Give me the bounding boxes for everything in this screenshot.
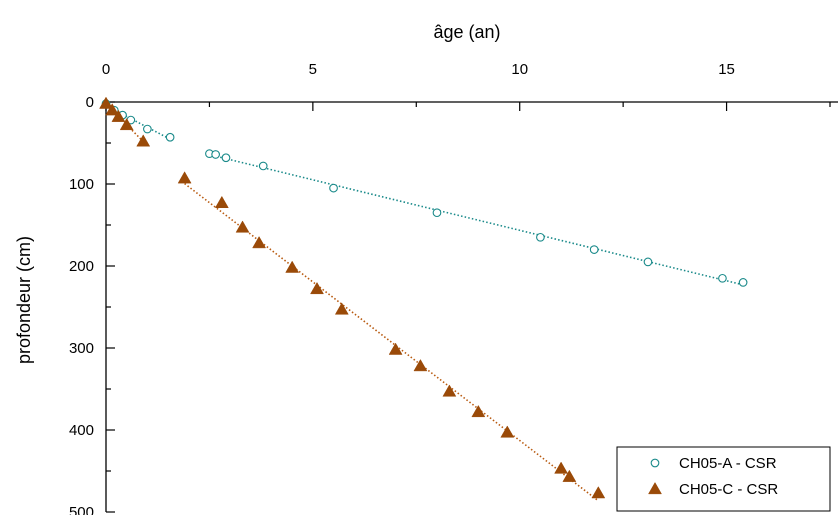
point-ch05-c [119,117,134,131]
y-tick-label: 100 [69,176,94,193]
point-ch05-c [334,302,349,315]
y-tick-label: 400 [69,422,94,439]
x-axis-title: âge (an) [433,22,500,42]
point-ch05-c [105,103,120,116]
legend: CH05-A - CSR CH05-C - CSR [616,446,831,512]
legend-marker-ch05-a [650,458,660,468]
data-points [99,96,748,499]
y-tick-label: 200 [69,258,94,275]
point-ch05-a [536,232,545,242]
point-ch05-a [211,150,220,159]
point-ch05-a [329,183,338,193]
point-ch05-a [221,153,231,163]
legend-marker-ch05-c [648,481,662,495]
point-ch05-a [432,208,442,218]
point-ch05-c [214,195,229,208]
point-ch05-c [177,171,192,184]
point-ch05-a [258,161,268,171]
y-tick-label: 300 [69,340,94,357]
point-ch05-c [136,134,151,147]
point-ch05-a [143,124,152,134]
x-tick-label: 10 [511,61,528,78]
point-ch05-c [388,342,403,355]
y-axis-title: profondeur (cm) [14,236,34,364]
point-ch05-c [554,461,569,474]
point-ch05-a [589,245,599,254]
point-ch05-c [500,425,515,438]
x-tick-label: 0 [102,61,110,78]
point-ch05-a [738,278,748,287]
y-tick-label: 500 [69,504,94,515]
x-tick-label: 15 [718,61,735,78]
point-ch05-c [285,260,300,273]
point-ch05-c [252,236,267,249]
point-ch05-a [165,132,175,142]
point-ch05-a [643,257,653,267]
point-ch05-a [718,273,727,283]
point-ch05-c [413,359,428,372]
legend-box [616,446,831,512]
point-ch05-c [99,96,113,109]
point-ch05-c [442,384,457,397]
trend-line [209,153,744,286]
legend-label: CH05-C - CSR [679,481,778,498]
legend-label: CH05-A - CSR [679,455,777,472]
point-ch05-c [111,109,126,122]
y-tick-label: 0 [86,94,94,111]
point-ch05-c [235,220,250,233]
point-ch05-c [471,404,486,418]
x-tick-label: 5 [309,61,317,78]
trend-lines [105,103,744,502]
point-ch05-c [562,469,577,482]
point-ch05-c [591,486,606,499]
point-ch05-c [310,281,324,295]
axes: 0 5 10 15 0 100 200 300 400 500 [69,61,838,515]
